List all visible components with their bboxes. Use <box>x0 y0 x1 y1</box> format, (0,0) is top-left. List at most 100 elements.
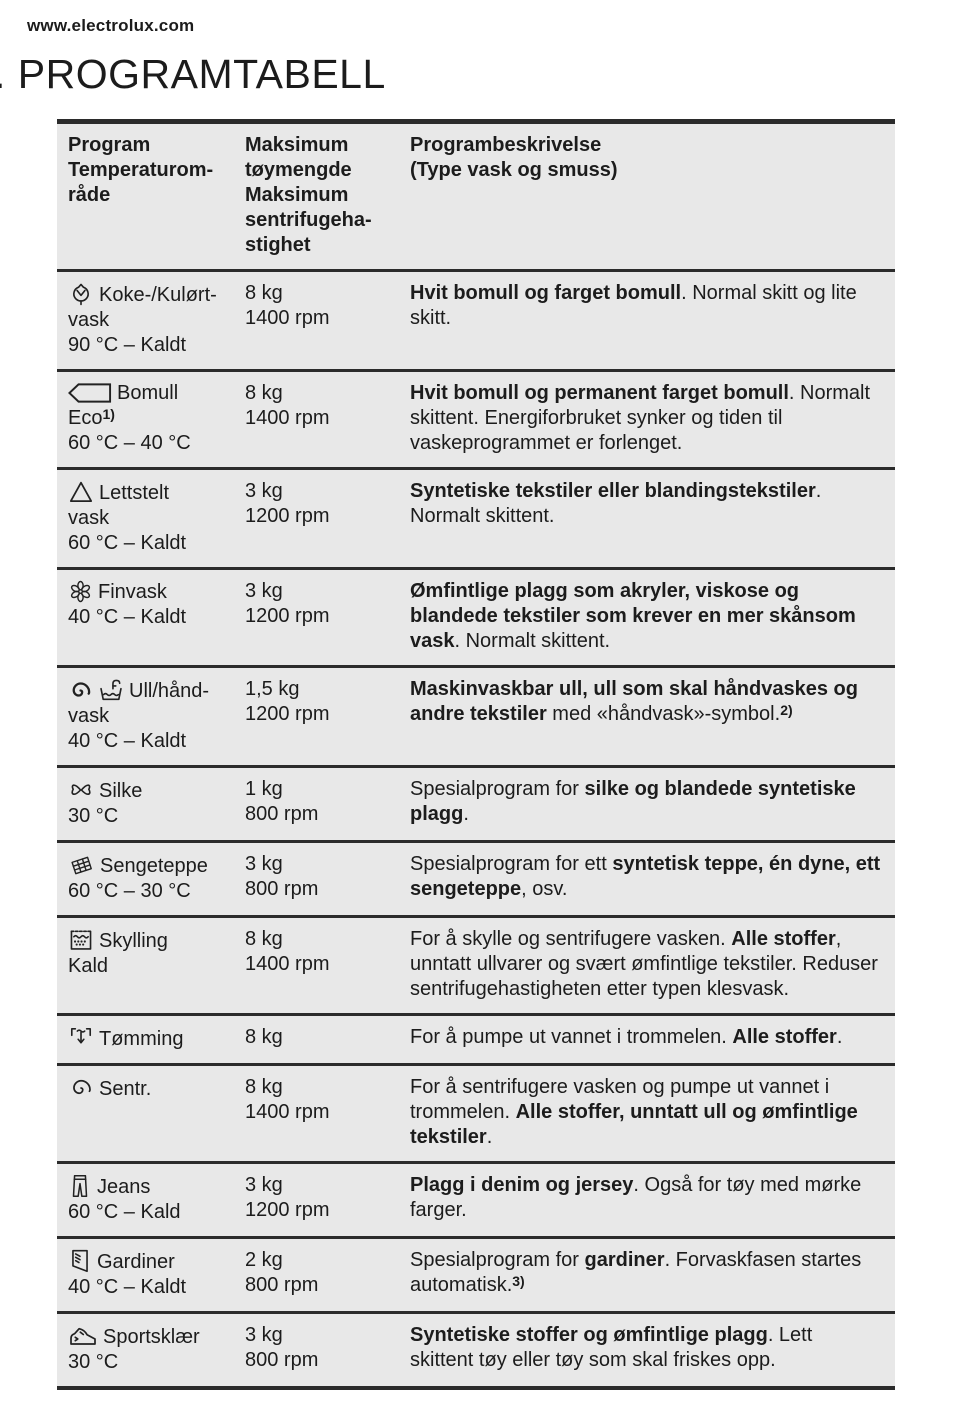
max-load-cell: 8 kg <box>245 1026 283 1048</box>
program-cell: Koke-/Kulørt- vask 90 °C – Kaldt <box>57 272 245 369</box>
description-segment: Syntetiske tekstiler eller blandingsteks… <box>410 480 816 502</box>
temperature-range: 60 °C – 30 °C <box>68 880 191 902</box>
table-row: Lettstelt vask 60 °C – Kaldt 3 kg 1200 rpm… <box>57 467 895 567</box>
table-row: Sentr. 8 kg 1400 rpm For å sentrifugere va… <box>57 1063 895 1161</box>
temperature-range: 30 °C <box>68 805 119 827</box>
footnote-ref: 3) <box>512 1273 525 1289</box>
curtain-icon <box>68 1248 92 1274</box>
description-segment: Alle stoffer, unntatt ull og ømfintlige … <box>410 1101 858 1148</box>
description-cell: Spesialprogram for ett syntetisk teppe, … <box>410 843 895 915</box>
description-segment: Spesialprogram for ett <box>410 853 613 875</box>
temperature-range: 30 °C <box>68 1351 119 1373</box>
program-cell: Silke 30 °C <box>57 768 245 840</box>
description-segment: , unntatt ullvarer og svært ømfintlige t… <box>410 928 878 1000</box>
footnote-ref: 2) <box>780 702 793 718</box>
description-segment: . Normalt skittent. Energiforbruket synk… <box>410 382 871 454</box>
program-cell: Finvask 40 °C – Kaldt <box>57 570 245 665</box>
max-load-cell: 8 kg 1400 rpm <box>245 928 330 975</box>
header-description: Programbeskrivelse (Type vask og smuss) <box>410 134 618 181</box>
description-segment: . Normalt skittent. <box>454 630 611 652</box>
site-url: www.electrolux.com <box>27 16 195 35</box>
description-cell: Ømfintlige plagg som akryler, viskose og… <box>410 570 895 665</box>
program-cell: Tømming <box>57 1016 245 1063</box>
program-name: Silke <box>99 780 143 802</box>
temperature-range: 60 °C – Kald <box>68 1201 181 1223</box>
program-name: Bomull Eco <box>68 382 179 429</box>
description-segment: , osv. <box>521 878 568 900</box>
header-program: Program Temperaturom- råde <box>68 134 214 206</box>
program-name: Jeans <box>97 1176 151 1198</box>
program-cell: Bomull Eco1) 60 °C – 40 °C <box>57 372 245 467</box>
program-cell: Lettstelt vask 60 °C – Kaldt <box>57 470 245 567</box>
cotton-eco-icon <box>68 381 112 405</box>
butterfly-icon <box>68 777 94 803</box>
program-name: Finvask <box>98 581 167 603</box>
program-cell: Skylling Kald <box>57 918 245 1013</box>
drain-icon <box>68 1025 94 1051</box>
description-cell: For å skylle og sentrifugere vasken. All… <box>410 918 895 1013</box>
program-table: Program Temperaturom- råde Maksimum tøym… <box>57 119 895 1390</box>
description-cell: Syntetiske stoffer og ømfintlige plagg. … <box>410 1314 895 1386</box>
temperature-range: 90 °C – Kaldt <box>68 334 187 356</box>
spin-icon <box>68 1075 94 1101</box>
temperature-range: 40 °C – Kaldt <box>68 730 187 752</box>
handwash-icon <box>98 677 124 703</box>
cotton-icon <box>68 281 94 307</box>
table-header-row: Program Temperaturom- råde Maksimum tøym… <box>57 124 895 269</box>
program-cell: Jeans 60 °C – Kald <box>57 1164 245 1236</box>
temperature-range: 60 °C – 40 °C <box>68 432 191 454</box>
temperature-range: 60 °C – Kaldt <box>68 532 187 554</box>
table-row: Tømming 8 kg For å pumpe ut vannet i tromm… <box>57 1013 895 1063</box>
description-cell: Plagg i denim og jersey. Også for tøy me… <box>410 1164 895 1236</box>
description-segment: For å sentrifugere vasken og pumpe ut va… <box>410 1076 830 1123</box>
max-load-cell: 8 kg 1400 rpm <box>245 382 330 429</box>
description-cell: Spesialprogram for gardiner. Forvaskfase… <box>410 1239 895 1311</box>
temperature-range: Kald <box>68 955 109 977</box>
description-segment: . Normal skitt og lite skitt. <box>410 282 857 329</box>
temperature-range: 40 °C – Kaldt <box>68 1276 187 1298</box>
program-cell: Sportsklær 30 °C <box>57 1314 245 1386</box>
max-load-cell: 3 kg 1200 rpm <box>245 1174 330 1221</box>
description-segment: . <box>486 1126 493 1148</box>
description-segment: silke og blandede syntetiske plagg <box>410 778 856 825</box>
description-segment: Hvit bomull og farget bomull <box>410 282 682 304</box>
description-segment: Spesialprogram for <box>410 778 585 800</box>
temperature-range: 40 °C – Kaldt <box>68 606 187 628</box>
description-cell: Maskinvaskbar ull, ull som skal håndvask… <box>410 668 895 765</box>
table-row: Skylling Kald 8 kg 1400 rpm For å skylle og… <box>57 915 895 1013</box>
description-cell: For å pumpe ut vannet i trommelen. Alle … <box>410 1016 895 1063</box>
description-cell: Spesialprogram for silke og blandede syn… <box>410 768 895 840</box>
description-segment: gardiner <box>584 1249 665 1271</box>
header-max-load: Maksimum tøymengde Maksimum sentrifugeha… <box>245 134 372 256</box>
manual-page: www.electrolux.com . PROGRAMTABELL Progr… <box>0 16 960 1390</box>
description-segment: For å pumpe ut vannet i trommelen. <box>410 1026 733 1048</box>
max-load-cell: 8 kg 1400 rpm <box>245 282 330 329</box>
max-load-cell: 3 kg 1200 rpm <box>245 580 330 627</box>
table-row: Gardiner 40 °C – Kaldt 2 kg 800 rpm Spesial… <box>57 1236 895 1311</box>
table-row: Bomull Eco1) 60 °C – 40 °C 8 kg 1400 rpm Hv… <box>57 369 895 467</box>
table-row: Koke-/Kulørt- vask 90 °C – Kaldt 8 kg 1400… <box>57 269 895 369</box>
max-load-cell: 3 kg 1200 rpm <box>245 480 330 527</box>
table-row: Sengeteppe 60 °C – 30 °C 3 kg 800 rpm Spesi… <box>57 840 895 915</box>
description-segment: Alle stoffer <box>732 1026 837 1048</box>
description-cell: Hvit bomull og farget bomull. Normal ski… <box>410 272 895 369</box>
program-name: Sengeteppe <box>100 855 208 877</box>
program-name: Tømming <box>99 1028 184 1050</box>
wool-icon <box>68 678 93 703</box>
description-segment: Hvit bomull og permanent farget bomull <box>410 382 789 404</box>
rinse-icon <box>68 927 94 953</box>
description-segment: . <box>463 803 469 825</box>
table-row: Ull/hånd- vask 40 °C – Kaldt 1,5 kg 1200 r… <box>57 665 895 765</box>
program-name: Gardiner <box>97 1251 175 1273</box>
description-segment: Spesialprogram for <box>410 1249 585 1271</box>
program-name: Skylling <box>99 930 168 952</box>
description-segment: . Lett skittent tøy eller tøy som skal f… <box>410 1324 813 1371</box>
table-row: Jeans 60 °C – Kald 3 kg 1200 rpm Plagg i de… <box>57 1161 895 1236</box>
table-row: Finvask 40 °C – Kaldt 3 kg 1200 rpm Ømfintl… <box>57 567 895 665</box>
table-row: Sportsklær 30 °C 3 kg 800 rpm Syntetiske st… <box>57 1311 895 1386</box>
program-cell: Gardiner 40 °C – Kaldt <box>57 1239 245 1311</box>
description-segment: med «håndvask»-symbol. <box>546 703 781 725</box>
description-segment: . Normalt skittent. <box>410 480 822 527</box>
program-table-body: Koke-/Kulørt- vask 90 °C – Kaldt 8 kg 1400… <box>57 269 895 1386</box>
description-segment: . <box>836 1026 843 1048</box>
